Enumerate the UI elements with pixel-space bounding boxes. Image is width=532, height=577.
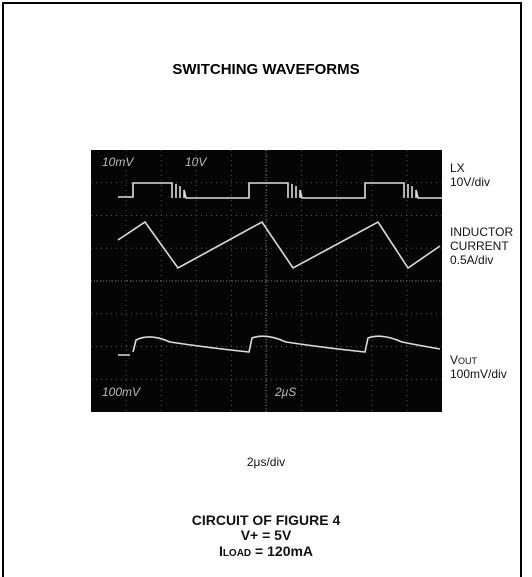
trace-scale: 10V/div [450,175,490,189]
trace-name-sub: OUT [458,356,478,366]
screen-label: 100mV [102,385,141,399]
caption-line: V+ = 5V [241,527,292,543]
figure: SWITCHING WAVEFORMS 10mV 10V 100mV 2μS L… [0,0,532,577]
time-scale: 2μs/div [247,455,285,469]
trace-scale: 100mV/div [450,367,507,381]
caption-line: CIRCUIT OF FIGURE 4 [192,512,341,528]
scope-screen: 10mV 10V 100mV 2μS [91,150,442,412]
caption-rest: = 120mA [251,543,313,559]
trace-name: INDUCTOR [450,225,513,239]
screen-label: 10mV [102,155,134,169]
caption-line: ILOAD = 120mA [219,543,313,559]
trace-name-main: V [450,353,458,367]
title: SWITCHING WAVEFORMS [172,61,359,78]
trace-name: CURRENT [450,239,509,253]
screen-label: 2μS [274,385,296,399]
page: SWITCHING WAVEFORMS 10mV 10V 100mV 2μS L… [0,0,532,577]
trace-name: LX [450,161,465,175]
screen-label: 10V [185,155,207,169]
trace-name: VOUT [450,353,478,367]
trace-scale: 0.5A/div [450,253,493,267]
caption-sub: LOAD [223,548,251,559]
